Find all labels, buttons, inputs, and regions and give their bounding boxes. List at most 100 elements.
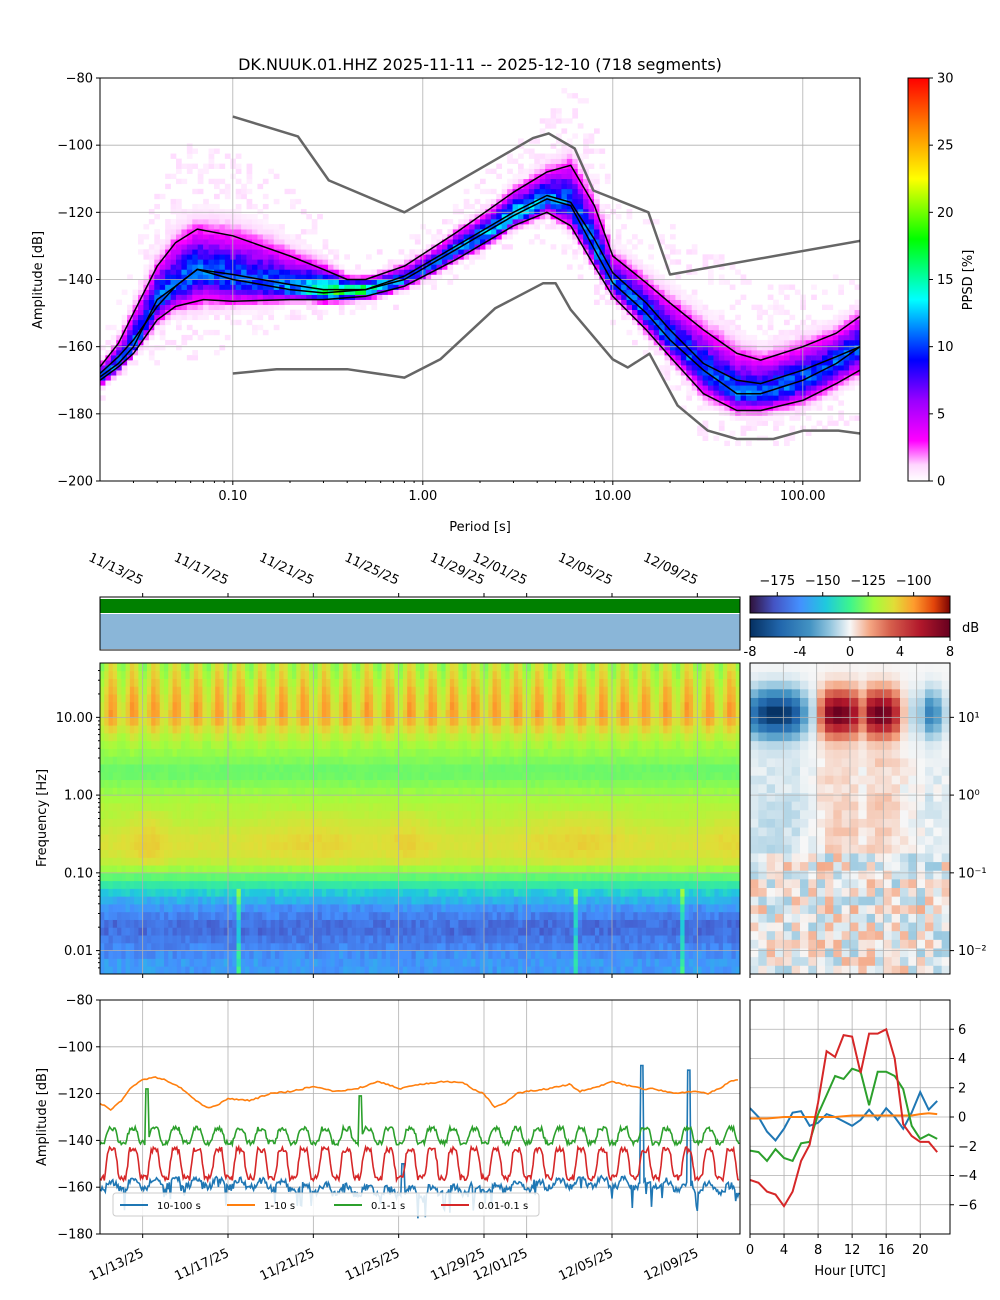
spectrogram-cell: [112, 950, 118, 959]
spectrogram-cell: [326, 834, 331, 843]
ppsd-cell: [572, 193, 579, 200]
ppsd-cell: [148, 264, 155, 270]
spectrogram-cell: [245, 725, 250, 734]
spectrogram-cell: [317, 709, 323, 718]
ppsd-cell: [588, 264, 595, 270]
ppsd-cell: [235, 203, 242, 210]
ppsd-cell: [632, 269, 638, 275]
ppsd-cell: [469, 224, 475, 230]
ppsd-cell: [572, 163, 579, 169]
ppsd-cell: [811, 344, 817, 351]
ppsd-cell: [507, 214, 513, 220]
ppsd-cell: [854, 309, 860, 316]
spectrogram-cell: [151, 740, 156, 749]
spectrogram-cell: [202, 880, 208, 889]
spectrogram-cell: [228, 958, 233, 967]
spectrogram-cell: [228, 818, 233, 827]
spectrogram-cell: [164, 849, 169, 858]
ppsd-cell: [735, 299, 741, 305]
spectrogram-cell: [189, 950, 195, 959]
spectrogram-cell: [151, 849, 156, 858]
ppsd-cell: [176, 214, 182, 220]
spectrogram-cell: [232, 771, 237, 781]
ppsd-cell: [556, 173, 562, 180]
spectrogram-cell: [253, 942, 259, 952]
ppsd-cell: [713, 355, 720, 361]
ppsd-cell: [708, 309, 714, 316]
spectrogram-cell: [206, 678, 212, 687]
ppsd-cell: [784, 284, 790, 290]
spectrogram-cell: [151, 950, 156, 959]
ppsd-cell: [751, 400, 758, 406]
ppsd-cell: [822, 289, 828, 295]
ppsd-cell: [746, 425, 752, 431]
spectrogram-cell: [210, 911, 216, 920]
ppsd-cell: [186, 254, 193, 260]
ppsd-cell: [670, 355, 676, 361]
spectrogram-cell: [151, 935, 156, 944]
ppsd-cell: [138, 234, 144, 240]
ppsd-cell: [306, 249, 313, 255]
spectrogram-cell: [189, 740, 195, 749]
spectrogram-cell: [138, 787, 144, 796]
ppsd-cell: [827, 339, 834, 346]
spectrogram-cell: [215, 686, 220, 695]
spectrogram-cell: [142, 865, 148, 874]
spectrogram-cell: [283, 826, 289, 835]
ppsd-cell: [393, 269, 399, 275]
spectrogram-cell: [159, 834, 165, 843]
ppsd-cell: [556, 113, 562, 119]
spectrogram-cell: [193, 896, 199, 905]
spectrogram-cell: [189, 701, 195, 711]
spectrogram-cell: [279, 865, 284, 874]
ppsd-cell: [328, 279, 334, 285]
spectrogram-cell: [287, 958, 293, 967]
ppsd-cell: [214, 244, 220, 250]
spectrogram-cell: [108, 919, 114, 928]
ppsd-cell: [822, 304, 828, 311]
ppsd-cell: [594, 239, 600, 245]
ppsd-cell: [235, 229, 242, 235]
ppsd-cell: [159, 249, 166, 255]
spectrogram-cell: [215, 795, 220, 804]
spectrogram-cell: [117, 857, 122, 866]
spectrogram-cell: [330, 732, 336, 742]
spectrogram-cell: [279, 950, 284, 959]
spectrogram-cell: [326, 810, 331, 819]
spectrogram-cell: [274, 826, 280, 835]
spectrogram-cell: [142, 872, 148, 882]
ppsd-cell: [311, 294, 318, 300]
ppsd-cell: [170, 254, 177, 260]
spectrogram-cell: [108, 686, 114, 695]
spectrogram-cell: [232, 935, 237, 944]
spectrogram-cell: [347, 841, 353, 850]
ppsd-cell: [192, 274, 199, 280]
spectrogram-cell: [279, 701, 284, 711]
ppsd-cell: [648, 319, 655, 326]
ppsd-cell: [773, 390, 779, 396]
spectrogram-cell: [129, 663, 135, 672]
spectrogram-cell: [347, 942, 353, 952]
spectrogram-cell: [104, 849, 109, 858]
spectrogram-cell: [232, 958, 237, 967]
ppsd-cell: [838, 334, 845, 341]
ppsd-cell: [756, 314, 763, 321]
ppsd-cell: [257, 254, 264, 260]
spectrogram-cell: [296, 865, 301, 874]
spectrogram-cell: [228, 701, 233, 711]
ppsd-cell: [431, 249, 437, 255]
ppsd-cell: [398, 259, 405, 265]
spectrogram-cell: [245, 764, 250, 773]
spectrogram-cell: [125, 717, 131, 726]
spectrogram-cell: [313, 802, 318, 812]
ppsd-cell: [132, 350, 139, 356]
spectrogram-cell: [181, 787, 186, 796]
ppsd-cell: [572, 224, 579, 230]
ppsd-cell: [778, 284, 785, 290]
ppsd-cell: [132, 309, 139, 316]
ppsd-cell: [425, 269, 432, 275]
ppsd-cell: [773, 365, 779, 371]
ppsd-cell: [143, 234, 150, 240]
spectrogram-cell: [300, 756, 306, 765]
ppsd-cell: [653, 219, 660, 225]
